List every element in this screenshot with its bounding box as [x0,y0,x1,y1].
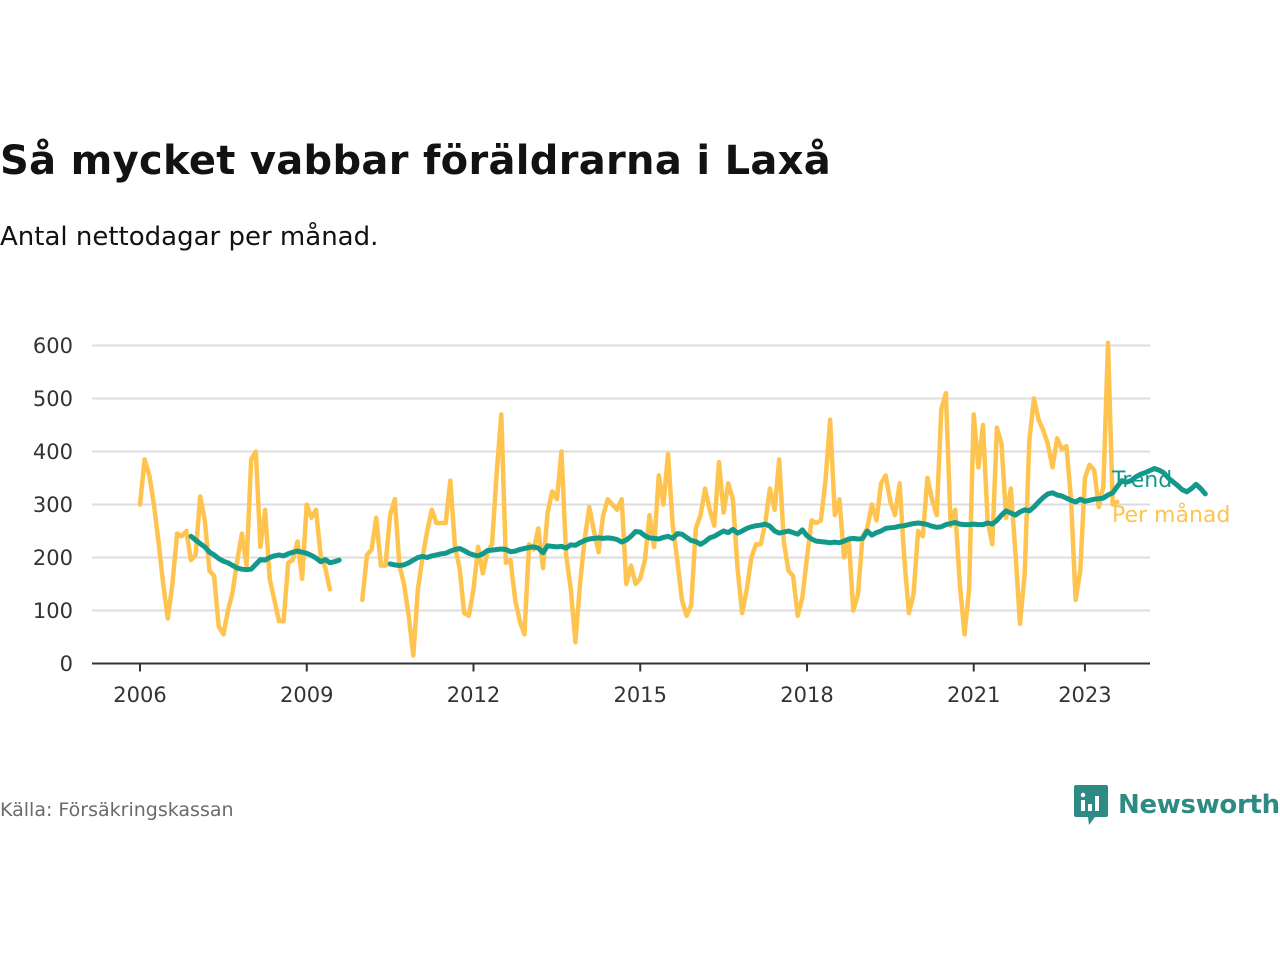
series-label-per-manad: Per månad [1112,502,1230,528]
y-tick-label: 400 [33,440,73,464]
y-tick-label: 300 [33,493,73,517]
y-tick-label: 500 [33,387,73,411]
y-tick-label: 600 [33,334,73,358]
y-tick-label: 200 [33,546,73,570]
y-tick-label: 0 [60,652,73,676]
x-tick-label: 2009 [280,683,333,707]
x-tick-label: 2006 [113,683,166,707]
chart-subtitle: Antal nettodagar per månad. [0,222,379,252]
chart-title: Så mycket vabbar föräldrarna i Laxå [0,138,832,184]
series-line-trend-seg0 [188,533,342,573]
x-tick-label: 2023 [1058,683,1111,707]
x-tick-label: 2012 [447,683,500,707]
source-note: Källa: Försäkringskassan [0,799,234,821]
newsworthy-logo-icon [1074,785,1108,825]
brand-name: Newsworthy [1118,790,1280,820]
x-tick-label: 2018 [780,683,833,707]
brand-logo[interactable]: Newsworthy [1073,784,1280,826]
x-tick-label: 2021 [947,683,1000,707]
series-line-trend-seg1 [387,466,1208,568]
y-axis-ticks: 0 100 200 300 400 500 600 [33,334,73,676]
x-axis: 2006 2009 2012 2015 2018 2021 2023 [92,662,1150,707]
x-tick-label: 2015 [614,683,667,707]
y-tick-label: 100 [33,599,73,623]
series-labels: Per månad Trend [1111,468,1230,528]
series-label-trend: Trend [1111,468,1172,493]
series-line-per-manad-seg0 [137,449,333,637]
series-lines [137,340,1208,658]
series-line-per-manad-seg1 [360,340,1120,658]
